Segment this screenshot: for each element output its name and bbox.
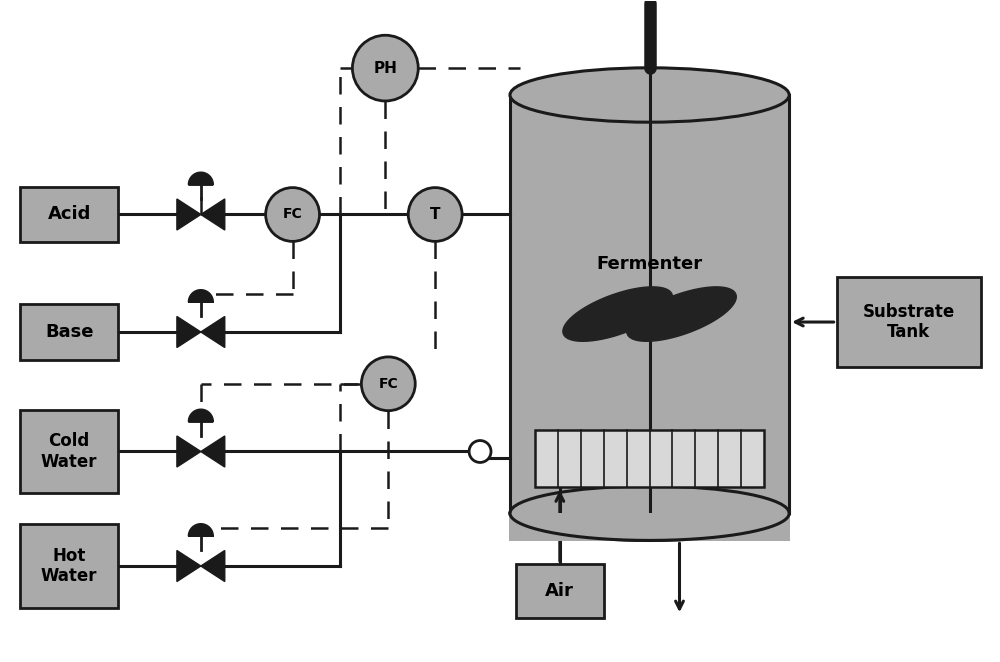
Text: Hot
Water: Hot Water <box>41 547 97 585</box>
Text: Acid: Acid <box>48 205 91 224</box>
Polygon shape <box>201 551 225 581</box>
FancyBboxPatch shape <box>20 410 118 493</box>
FancyBboxPatch shape <box>837 277 981 367</box>
Circle shape <box>469 440 491 463</box>
Circle shape <box>352 35 418 101</box>
Text: Air: Air <box>545 582 574 600</box>
Text: PH: PH <box>373 61 397 75</box>
Polygon shape <box>188 409 213 422</box>
Text: T: T <box>430 207 440 222</box>
FancyBboxPatch shape <box>20 304 118 360</box>
Polygon shape <box>201 199 225 230</box>
Ellipse shape <box>510 68 789 122</box>
Polygon shape <box>177 316 201 348</box>
Text: Fermenter: Fermenter <box>597 256 703 273</box>
Text: FC: FC <box>283 207 302 222</box>
Polygon shape <box>188 290 213 302</box>
Polygon shape <box>177 551 201 581</box>
Polygon shape <box>201 436 225 467</box>
Circle shape <box>266 187 320 242</box>
Bar <box>535 430 764 487</box>
Polygon shape <box>188 172 213 185</box>
Text: Cold
Water: Cold Water <box>41 432 97 471</box>
Polygon shape <box>563 287 672 342</box>
Polygon shape <box>627 287 736 342</box>
Bar <box>510 95 789 513</box>
FancyBboxPatch shape <box>516 564 604 618</box>
FancyBboxPatch shape <box>20 187 118 242</box>
Ellipse shape <box>510 486 789 540</box>
Polygon shape <box>188 524 213 536</box>
Circle shape <box>361 357 415 410</box>
Text: Substrate
Tank: Substrate Tank <box>863 303 955 342</box>
Bar <box>509 513 790 542</box>
Polygon shape <box>201 316 225 348</box>
Text: Base: Base <box>45 323 93 341</box>
Polygon shape <box>177 199 201 230</box>
FancyBboxPatch shape <box>20 524 118 608</box>
Text: FC: FC <box>378 377 398 391</box>
Circle shape <box>408 187 462 242</box>
Polygon shape <box>177 436 201 467</box>
